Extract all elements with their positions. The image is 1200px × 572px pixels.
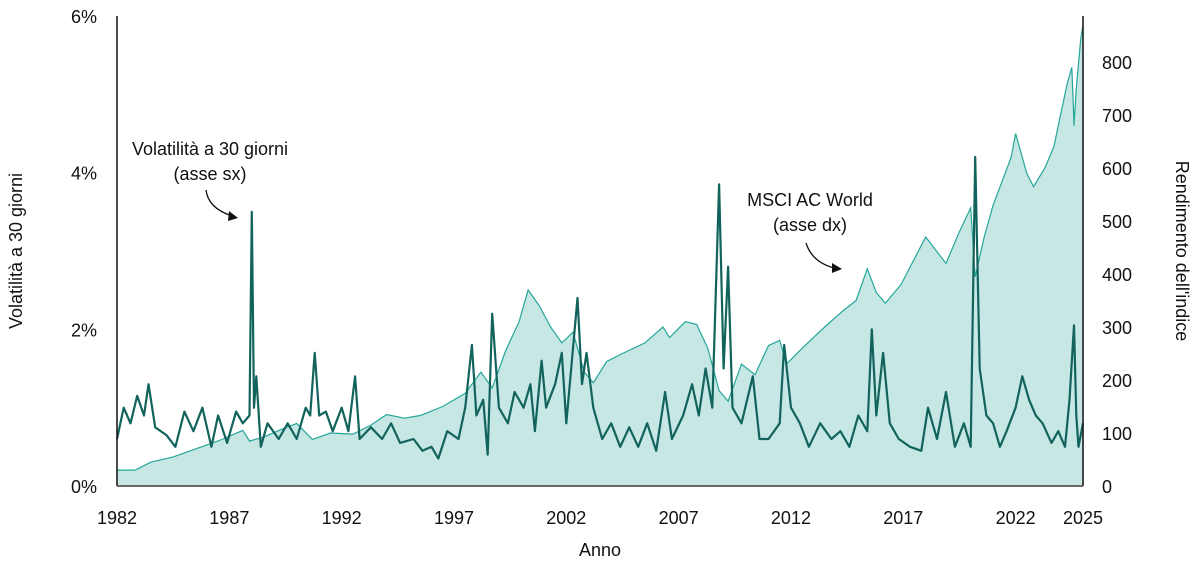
- msci-area-fill: [117, 25, 1083, 486]
- x-tick-label: 2002: [546, 508, 586, 528]
- x-axis-label: Anno: [579, 540, 621, 560]
- right-y-tick-label: 200: [1102, 371, 1132, 391]
- x-tick-label: 2007: [659, 508, 699, 528]
- volatility-annotation: Volatilità a 30 giorni (asse sx): [132, 139, 288, 221]
- msci-annotation: MSCI AC World (asse dx): [747, 190, 873, 273]
- x-tick-label: 2025: [1063, 508, 1103, 528]
- volatility-annotation-arrow: [205, 189, 233, 217]
- left-y-tick-label: 4%: [71, 164, 97, 184]
- arrowhead-icon: [228, 211, 238, 221]
- right-y-tick-label: 400: [1102, 265, 1132, 285]
- msci-series-line: [117, 24, 1084, 471]
- right-y-tick-label: 100: [1102, 424, 1132, 444]
- right-y-tick-label: 700: [1102, 106, 1132, 126]
- x-tick-labels: 1982 1987 1992 1997 2002 2007 2012 2017 2022 2025: [97, 508, 1103, 528]
- left-y-axis-label: Volatilità a 30 giorni: [6, 173, 26, 329]
- left-y-tick-label: 0%: [71, 477, 97, 497]
- right-y-tick-label: 300: [1102, 318, 1132, 338]
- msci-annotation-line1: MSCI AC World: [747, 190, 873, 210]
- right-y-axis-label: Rendimento dell'indice: [1172, 161, 1192, 342]
- left-y-tick-label: 6%: [71, 7, 97, 27]
- right-y-tick-label: 0: [1102, 477, 1112, 497]
- right-y-tick-label: 800: [1102, 53, 1132, 73]
- x-tick-label: 2012: [771, 508, 811, 528]
- right-y-tick-label: 600: [1102, 159, 1132, 179]
- arrowhead-icon: [832, 263, 842, 273]
- x-tick-label: 1982: [97, 508, 137, 528]
- x-tick-label: 1992: [322, 508, 362, 528]
- left-y-tick-label: 2%: [71, 320, 97, 340]
- x-tick-label: 2022: [996, 508, 1036, 528]
- x-tick-label: 2017: [883, 508, 923, 528]
- x-tick-label: 1997: [434, 508, 474, 528]
- x-tick-label: 1987: [209, 508, 249, 528]
- msci-annotation-line2: (asse dx): [773, 215, 847, 235]
- right-y-tick-labels: 0 100 200 300 400 500 600 700 800: [1102, 53, 1132, 497]
- msci-annotation-arrow: [805, 242, 835, 269]
- left-y-tick-labels: 0% 2% 4% 6%: [71, 7, 97, 497]
- plot-area: [115, 24, 1085, 486]
- volatility-annotation-line1: Volatilità a 30 giorni: [132, 139, 288, 159]
- right-y-tick-label: 500: [1102, 212, 1132, 232]
- volatility-annotation-line2: (asse sx): [173, 164, 246, 184]
- volatility-series-line: [115, 155, 1085, 460]
